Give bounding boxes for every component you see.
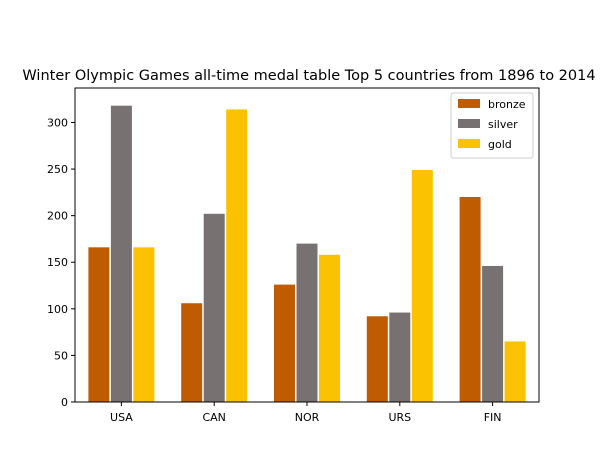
y-axis: 0 50 100 150 200 250 300: [47, 116, 75, 409]
bar-bronze-fin: [459, 197, 481, 402]
bar-gold-urs: [411, 169, 433, 402]
legend-swatch-silver: [458, 119, 480, 128]
bar-gold-can: [226, 109, 248, 402]
x-tick-label: FIN: [484, 411, 502, 424]
y-tick-label: 300: [47, 116, 68, 129]
y-tick-label: 250: [47, 163, 68, 176]
y-tick-label: 0: [61, 396, 68, 409]
legend: bronze silver gold: [450, 92, 534, 159]
x-tick-label: USA: [110, 411, 133, 424]
bar-bronze-urs: [366, 316, 388, 402]
y-tick-label: 200: [47, 210, 68, 223]
plot-frame: [74, 87, 540, 403]
y-tick-label: 150: [47, 256, 68, 269]
bar-silver-nor: [296, 243, 318, 402]
bar-silver-urs: [389, 312, 411, 402]
x-tick-label: URS: [388, 411, 411, 424]
y-tick-label: 50: [54, 349, 68, 362]
legend-label-silver: silver: [488, 118, 518, 131]
x-tick-label: CAN: [202, 411, 225, 424]
legend-swatch-gold: [458, 139, 480, 148]
bars: [88, 105, 526, 403]
x-tick-label: NOR: [295, 411, 320, 424]
bar-bronze-can: [181, 303, 203, 402]
bar-gold-usa: [133, 247, 155, 402]
legend-label-gold: gold: [488, 138, 512, 151]
bar-bronze-usa: [88, 247, 110, 402]
bar-silver-can: [203, 213, 225, 402]
x-axis: USA CAN NOR URS FIN: [110, 402, 502, 424]
bar-silver-usa: [110, 105, 132, 403]
bar-gold-fin: [504, 341, 526, 402]
bar-silver-fin: [482, 265, 504, 402]
y-tick-label: 100: [47, 303, 68, 316]
bar-bronze-nor: [274, 284, 295, 402]
bar-gold-nor: [319, 254, 340, 402]
legend-swatch-bronze: [458, 99, 480, 108]
legend-label-bronze: bronze: [488, 98, 526, 111]
chart-title: Winter Olympic Games all-time medal tabl…: [22, 68, 595, 84]
